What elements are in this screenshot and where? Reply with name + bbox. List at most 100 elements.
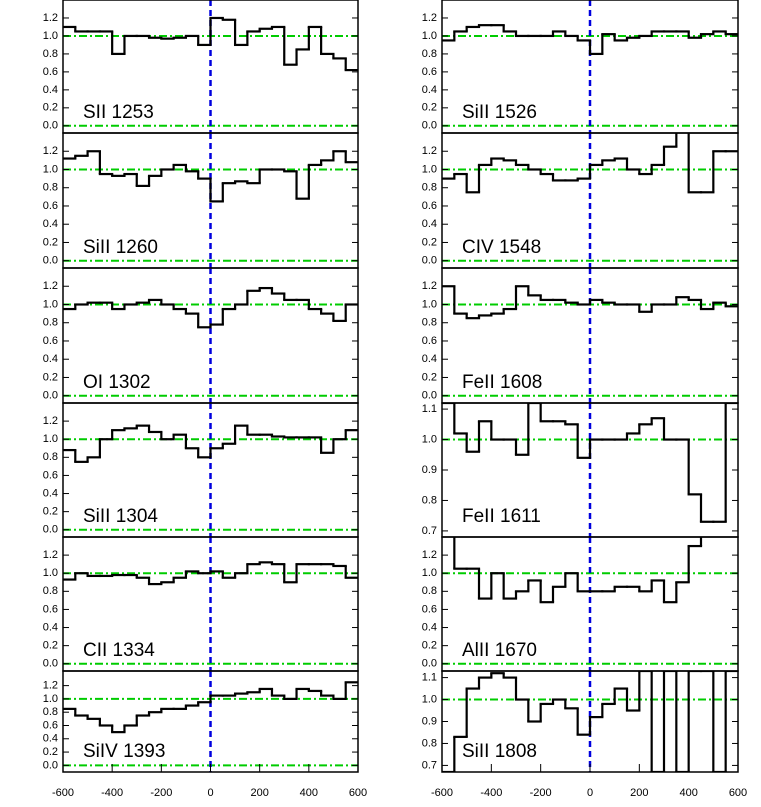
y-tick-label: 1.2 [43,145,58,157]
y-tick-label: 0.8 [43,451,58,463]
x-tick-label: 400 [300,787,318,799]
y-tick-label: 0.2 [422,371,437,383]
line-label: OI 1302 [83,372,151,393]
plot-area [442,537,738,671]
y-tick-label: 0.2 [43,640,58,652]
y-tick-label: 0.0 [422,255,437,267]
y-tick-label: 0.8 [422,317,437,329]
y-tick-label: 0.6 [43,335,58,347]
line-label: FeII 1611 [462,506,541,527]
x-tick-label: 200 [250,787,268,799]
y-tick-label: 0.9 [422,464,437,476]
y-tick-label: 1.0 [422,30,437,42]
y-tick-label: 0.6 [43,469,58,481]
plot-area [442,0,738,133]
y-tick-label: 0.0 [422,390,437,402]
y-tick-label: 1.0 [422,693,437,705]
y-tick-label: 0.6 [43,66,58,78]
y-tick-label: 0.4 [422,353,437,365]
line-label: SII 1253 [83,102,154,123]
panel: 0.0 0.2 0.4 0.6 0.8 1.0 1.2 FeII 1608 [422,267,739,404]
y-tick-label: 1.0 [422,163,437,175]
plot-area [63,0,358,133]
line-label: CIV 1548 [462,237,541,258]
x-tick-label: -200 [150,787,172,799]
x-tick-label: 0 [207,787,213,799]
y-tick-label: 0.6 [422,335,437,347]
y-tick-label: 0.2 [43,746,58,758]
y-tick-label: 1.2 [422,280,437,292]
y-tick-label: 0.0 [43,524,58,536]
panel: 0.0 0.2 0.4 0.6 0.8 1.0 1.2 AlII 1670 [422,536,739,672]
line-label: SiII 1526 [462,102,537,123]
x-tick-label: 600 [349,787,367,799]
y-tick-label: 0.6 [422,603,437,615]
y-tick-label: 1.1 [422,403,437,415]
y-tick-label: 1.0 [422,567,437,579]
y-tick-label: 0.4 [43,84,58,96]
y-tick-label: 0.0 [43,120,58,132]
panel: 0.0 0.2 0.4 0.6 0.8 1.0 1.2 SiII 1260 [43,132,359,269]
y-tick-label: 0.6 [422,66,437,78]
panel: 0.0 0.2 0.4 0.6 0.8 1.0 1.2 CIV 1548 [422,132,739,269]
panel: 0.0 0.2 0.4 0.6 0.8 1.0 1.2 OI 1302 [43,267,359,404]
x-tick-label: 0 [587,787,593,799]
y-tick-label: 1.1 [422,671,437,683]
y-tick-label: 0.2 [43,506,58,518]
line-label: AlII 1670 [462,640,537,661]
plot-area [63,268,358,403]
y-tick-label: 1.0 [422,433,437,445]
y-tick-label: 0.6 [43,719,58,731]
panel: 0.00.20.4 0.60.81.01.2 -600 -400 -200 0 200 400… [43,670,367,799]
y-tick-label: 0.8 [422,48,437,60]
y-tick-label: 0.4 [43,487,58,499]
y-tick-label: 0.4 [422,84,437,96]
y-tick-label: 1.2 [43,680,58,692]
plot-area [63,537,358,671]
y-tick-label: 0.4 [43,621,58,633]
y-tick-label: 1.2 [43,415,58,427]
x-tick-label: -600 [52,787,74,799]
plot-area [63,403,358,537]
plot-area [63,133,358,268]
y-tick-label: 1.2 [43,549,58,561]
y-tick-label: 0.0 [43,658,58,670]
y-tick-label: 0.4 [43,733,58,745]
y-tick-label: 0.8 [43,182,58,194]
y-tick-label: 0.2 [43,371,58,383]
y-tick-label: 1.2 [43,12,58,24]
y-tick-label: 0.8 [43,706,58,718]
y-tick-label: 0.8 [43,317,58,329]
panel: 0.7 0.8 0.9 1.0 1.1 -600 -400 -200 0 200 400 600 SiI… [422,670,747,799]
x-tick-label: 200 [630,787,648,799]
y-tick-label: 0.8 [422,585,437,597]
y-tick-label: 0.9 [422,715,437,727]
y-tick-label: 1.0 [43,298,58,310]
y-tick-label: 0.4 [43,218,58,230]
y-tick-label: 1.2 [422,145,437,157]
panel: 0.0 0.2 0.4 0.6 0.8 1.0 1.2 CII 1334 [43,536,359,672]
y-tick-label: 0.8 [422,182,437,194]
y-tick-label: 0.4 [422,218,437,230]
line-label: SiIV 1393 [83,741,165,762]
line-label: FeII 1608 [462,372,542,393]
y-tick-label: 0.2 [43,236,58,248]
line-label: SiII 1304 [83,506,158,527]
y-tick-label: 1.0 [43,693,58,705]
panel: 0.0 0.2 0.4 0.6 0.8 1.0 1.2 SII 1253 [43,0,359,134]
y-tick-label: 0.2 [422,102,437,114]
y-tick-label: 1.0 [422,298,437,310]
y-tick-label: 1.2 [422,12,437,24]
plot-area [442,133,738,268]
line-label: CII 1334 [83,640,155,661]
line-label: SiII 1260 [83,237,158,258]
plot-area [442,671,738,772]
y-tick-label: 0.7 [422,525,437,537]
y-tick-label: 0.6 [43,200,58,212]
y-tick-label: 0.6 [422,200,437,212]
x-tick-label: -200 [530,787,552,799]
y-tick-label: 0.0 [422,658,437,670]
x-tick-label: -400 [480,787,502,799]
x-tick-label: -400 [101,787,123,799]
x-tick-label: 400 [679,787,697,799]
